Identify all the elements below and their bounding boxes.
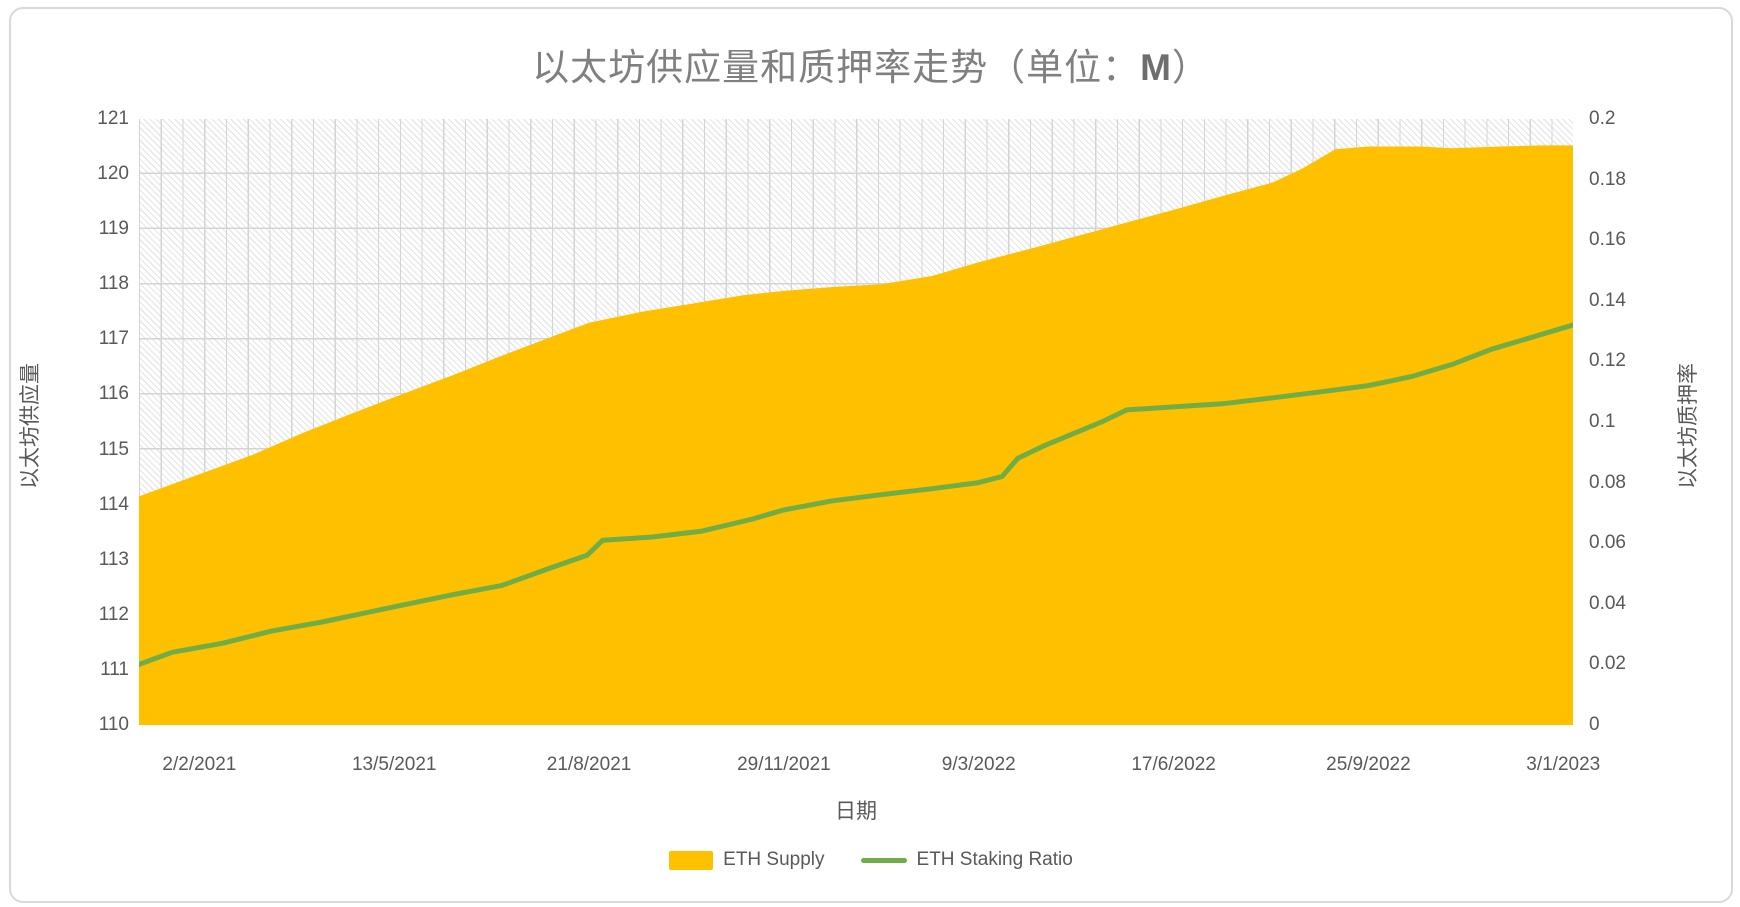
y-right-tick-label: 0.18 xyxy=(1589,168,1626,190)
y-left-tick-label: 118 xyxy=(98,273,129,295)
y-left-tick-label: 110 xyxy=(98,714,129,735)
y-right-tick-label: 0.02 xyxy=(1589,653,1626,675)
chart-title-unit: M xyxy=(1140,47,1172,88)
y-left-tick-label: 120 xyxy=(97,163,129,185)
chart-title-suffix: ） xyxy=(1171,47,1210,88)
y-left-tick-label: 114 xyxy=(98,493,129,515)
y-right-tick-label: 0.16 xyxy=(1589,229,1626,251)
eth-staking-ratio-line-series xyxy=(139,322,1573,667)
legend: ETH Supply ETH Staking Ratio xyxy=(11,849,1731,871)
y-left-tick-label: 117 xyxy=(98,328,129,350)
chart-card: 以太坊供应量和质押率走势（单位：M） 110 111 112 113 114 115 116… xyxy=(9,7,1733,903)
legend-item-eth-staking-ratio: ETH Staking Ratio xyxy=(839,849,1073,871)
x-axis-tick-label: 3/1/2023 xyxy=(1526,754,1601,775)
x-axis-tick-label: 21/8/2021 xyxy=(546,754,632,775)
chart-title: 以太坊供应量和质押率走势（单位：M） xyxy=(11,37,1731,91)
y-left-tick-label: 112 xyxy=(98,603,129,625)
chart-canvas xyxy=(139,145,1573,725)
legend-label-eth-staking-ratio: ETH Staking Ratio xyxy=(916,849,1073,870)
y-left-tick-label: 113 xyxy=(98,548,129,570)
y-right-tick-label: 0.04 xyxy=(1589,592,1626,614)
y-left-tick-label: 115 xyxy=(98,438,129,460)
legend-label-eth-supply: ETH Supply xyxy=(723,849,825,870)
x-axis-tick-label: 9/3/2022 xyxy=(941,754,1016,775)
y-right-tick-label: 0.2 xyxy=(1589,108,1616,129)
legend-item-eth-supply: ETH Supply xyxy=(669,849,825,871)
x-axis-tick-label: 2/2/2021 xyxy=(162,754,237,775)
y-right-tick-label: 0.1 xyxy=(1589,411,1616,432)
y-left-tick-label: 119 xyxy=(98,218,129,240)
y-right-axis-title: 以太坊质押率 xyxy=(1677,363,1700,489)
chart-title-main: 以太坊供应量和质押率走势（单位： xyxy=(532,47,1141,88)
y-right-tick-label: 0.06 xyxy=(1589,532,1626,554)
y-left-tick-label: 111 xyxy=(100,658,129,680)
y-left-tick-label: 116 xyxy=(98,383,129,405)
eth-supply-swatch-icon xyxy=(669,850,714,870)
y-left-axis-title: 以太坊供应量 xyxy=(19,363,42,489)
x-axis-tick-label: 17/6/2022 xyxy=(1131,754,1216,775)
y-right-tick-label: 0 xyxy=(1589,714,1600,735)
y-right-tick-label: 0.14 xyxy=(1589,289,1626,311)
x-axis-title: 日期 xyxy=(835,800,877,823)
y-right-tick-label: 0.12 xyxy=(1589,350,1626,372)
y-right-tick-label: 0.08 xyxy=(1589,471,1626,493)
x-axis-tick-label: 29/11/2021 xyxy=(737,754,831,775)
eth-staking-ratio-swatch-icon xyxy=(860,857,907,863)
y-left-tick-label: 121 xyxy=(97,108,129,129)
plot-area xyxy=(139,119,1573,725)
x-axis-tick-label: 25/9/2022 xyxy=(1326,754,1411,775)
x-axis-tick-label: 13/5/2021 xyxy=(351,754,437,775)
eth-supply-area-series xyxy=(139,145,1573,725)
